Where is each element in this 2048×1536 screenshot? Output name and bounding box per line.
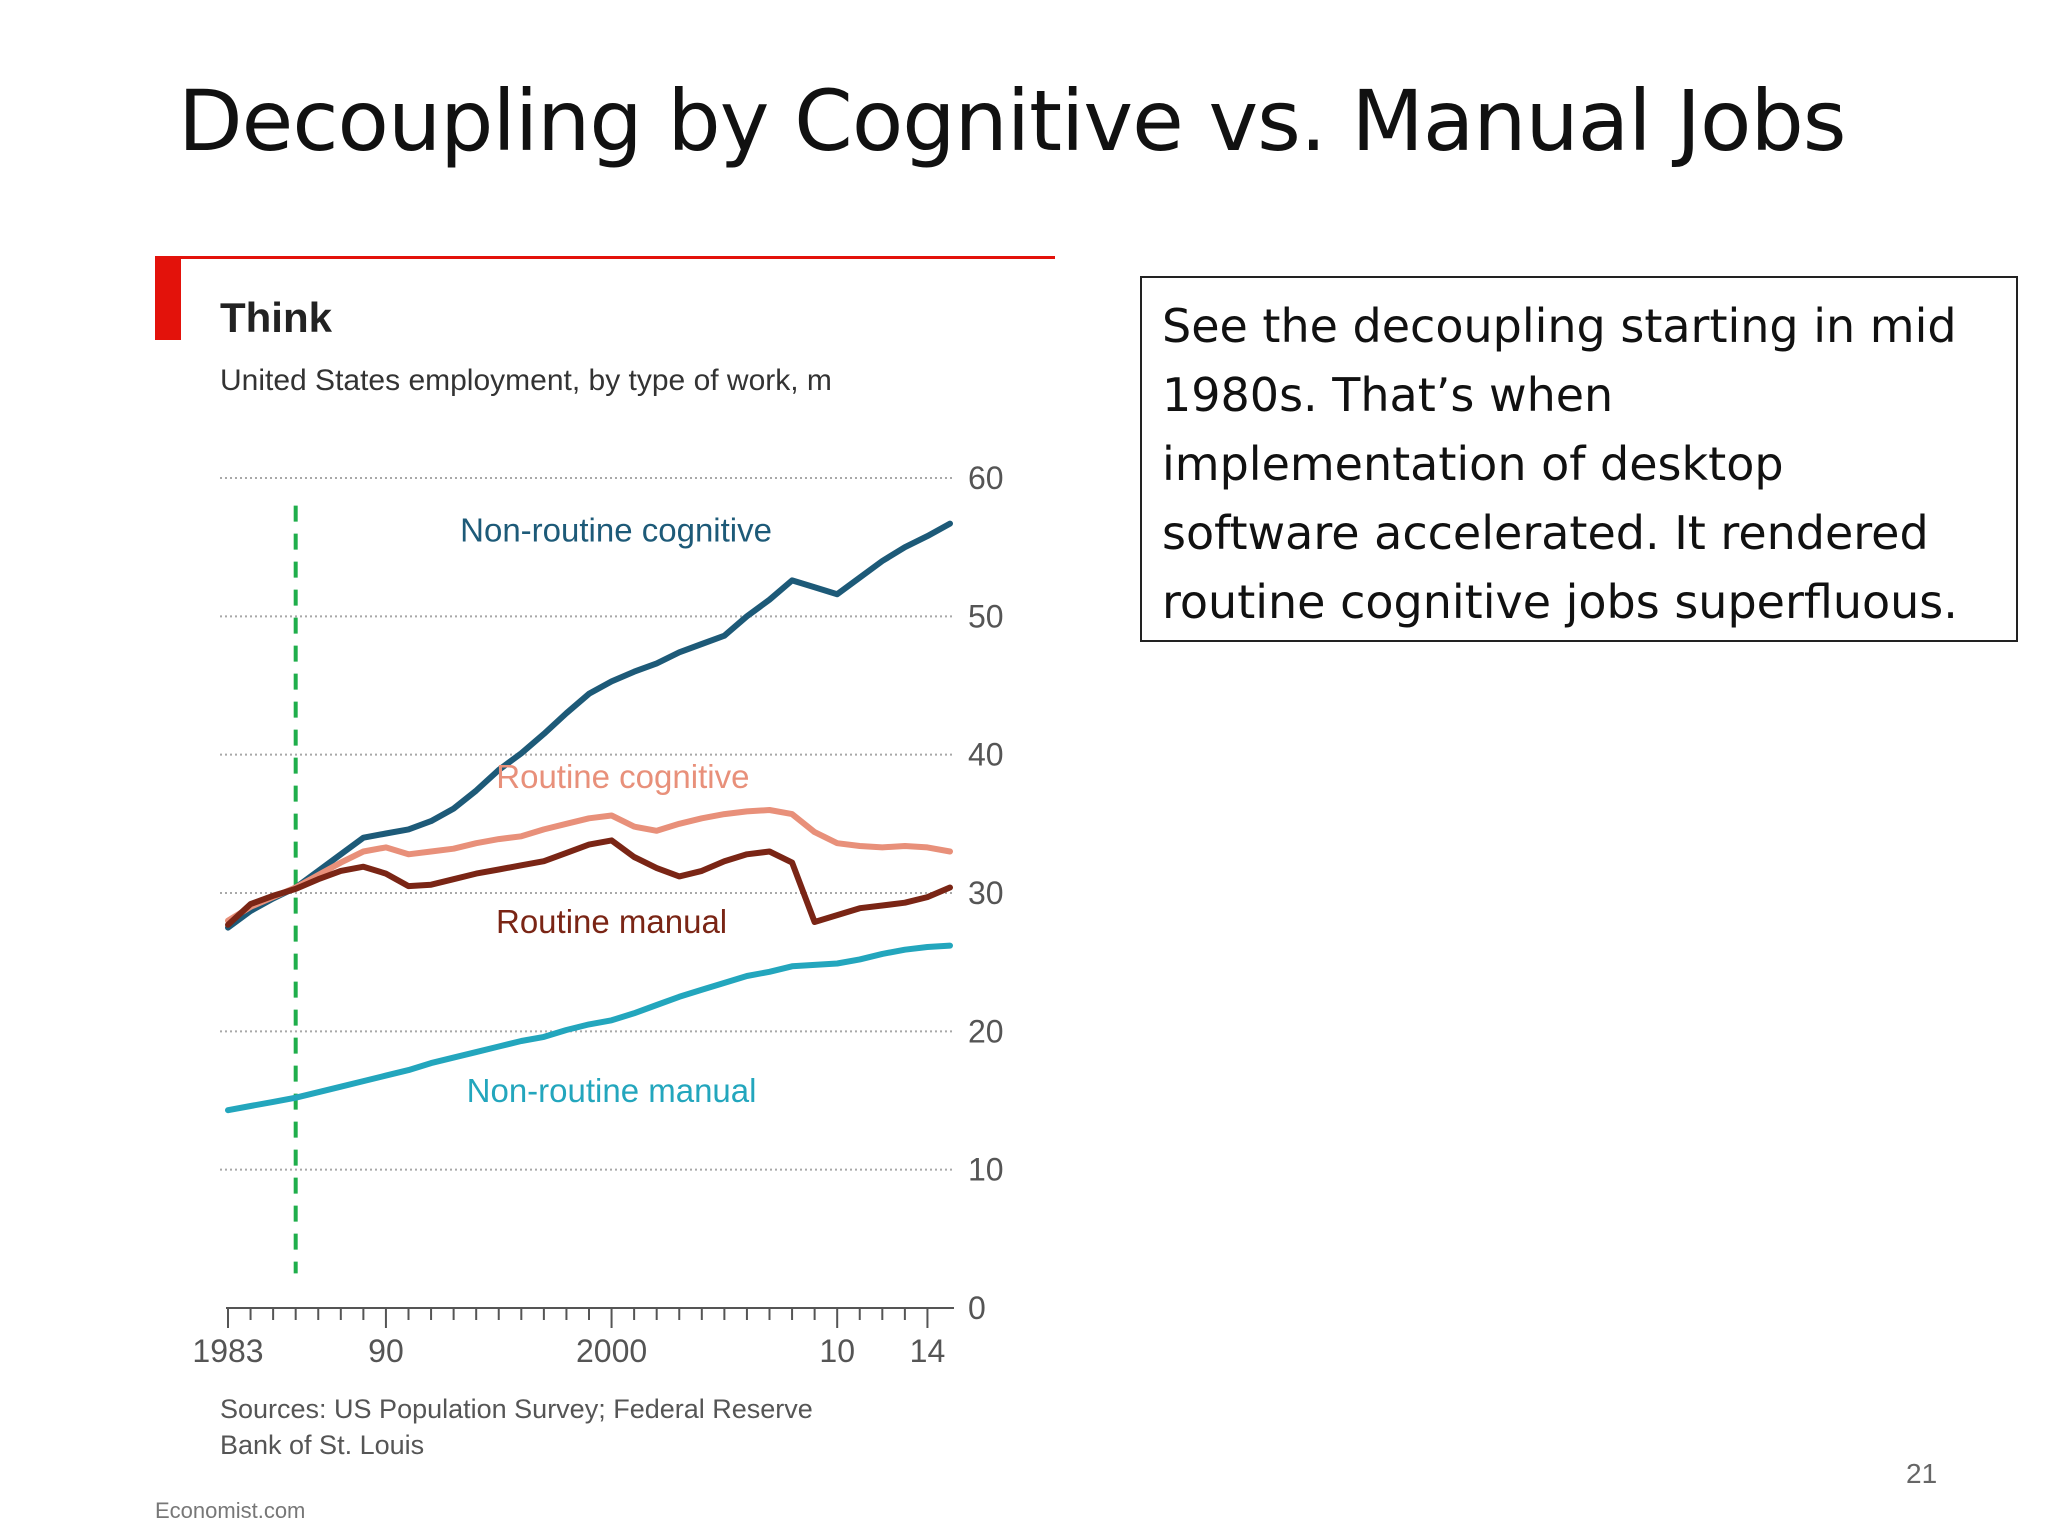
chart-subtitle: United States employment, by type of wor… [220,364,832,397]
slide-title: Decoupling by Cognitive vs. Manual Jobs [178,72,1847,170]
series-label: Routine cognitive [496,758,749,795]
x-tick-label: 14 [910,1333,946,1369]
series-label: Routine manual [496,903,727,940]
series-line [225,520,953,931]
page-number: 21 [1906,1458,1938,1489]
y-tick-label: 0 [968,1290,986,1326]
chart-title: Think [220,294,333,341]
employment-chart: Think United States employment, by type o… [140,240,1080,1530]
series-line [225,807,953,924]
callout-box: See the decoupling starting in mid 1980s… [1140,276,2018,642]
series-line [225,837,953,928]
y-tick-label: 60 [968,460,1004,496]
series-label: Non-routine cognitive [460,512,772,549]
callout-line: 1980s. That’s when [1162,368,1614,422]
callout-line: See the decoupling starting in mid [1162,299,1957,353]
callout-line: implementation of desktop [1162,437,1784,491]
top-rule [155,256,1055,259]
x-tick-label: 1983 [192,1333,263,1369]
series-label: Non-routine manual [467,1072,757,1109]
y-tick-label: 50 [968,598,1004,634]
x-tick-label: 10 [819,1333,855,1369]
source-note: Bank of St. Louis [220,1430,424,1460]
chart-svg: Think United States employment, by type o… [155,256,1055,1523]
red-tag [155,256,181,340]
y-tick-label: 30 [968,875,1004,911]
x-tick-label: 90 [368,1333,404,1369]
y-tick-label: 10 [968,1152,1004,1188]
y-tick-label: 20 [968,1013,1004,1049]
x-tick-label: 2000 [576,1333,647,1369]
series-line [225,942,953,1114]
callout-line: software accelerated. It rendered [1162,506,1929,560]
y-tick-label: 40 [968,737,1004,773]
callout-line: routine cognitive jobs superfluous. [1162,575,1958,629]
source-note: Sources: US Population Survey; Federal R… [220,1394,813,1424]
credit: Economist.com [155,1498,305,1523]
